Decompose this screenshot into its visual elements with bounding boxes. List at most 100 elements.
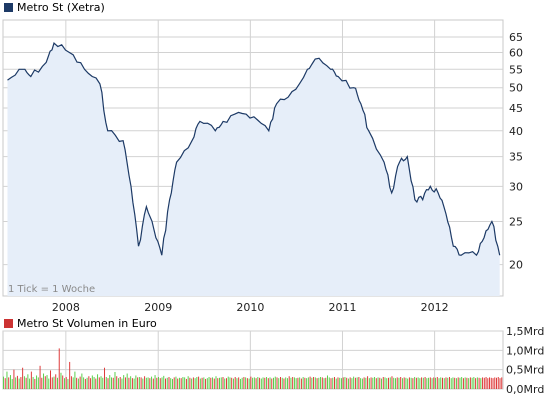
price-y-tick-label: 60 xyxy=(509,47,523,60)
volume-bar xyxy=(445,377,447,389)
volume-bar xyxy=(74,371,76,389)
volume-bar xyxy=(50,370,51,389)
volume-bar xyxy=(497,377,499,389)
price-legend-swatch xyxy=(4,3,13,12)
volume-bar xyxy=(349,377,351,389)
volume-bar xyxy=(226,378,227,389)
volume-bar xyxy=(389,377,391,389)
volume-bar xyxy=(86,377,88,389)
volume-bar xyxy=(274,376,276,389)
volume-bar xyxy=(102,377,104,389)
volume-bar xyxy=(393,377,395,389)
volume-bar xyxy=(142,378,144,389)
volume-bar xyxy=(476,377,478,389)
volume-bar xyxy=(192,377,194,389)
volume-bar xyxy=(234,377,236,389)
volume-bar xyxy=(245,377,247,389)
volume-bar xyxy=(433,377,435,389)
volume-bar xyxy=(280,377,281,389)
volume-bar xyxy=(384,377,386,389)
volume-bar xyxy=(335,378,337,389)
volume-bar xyxy=(414,377,416,389)
volume-bar xyxy=(170,378,172,389)
volume-bar xyxy=(171,378,173,389)
volume-bar xyxy=(44,376,46,389)
volume-bar xyxy=(450,378,452,389)
volume-bar xyxy=(227,376,229,389)
volume-bar xyxy=(133,378,135,389)
volume-bar xyxy=(356,377,358,389)
volume-bar xyxy=(158,377,160,389)
volume-bar xyxy=(39,365,41,389)
volume-bar xyxy=(185,378,187,389)
volume-bar xyxy=(405,377,407,389)
volume-bar xyxy=(448,377,450,389)
volume-bar xyxy=(210,377,212,389)
volume-bar xyxy=(295,378,297,389)
volume-bar xyxy=(145,377,147,389)
volume-bar xyxy=(177,378,179,389)
price-line xyxy=(7,42,501,257)
volume-bar xyxy=(469,377,471,389)
volume-bar xyxy=(316,378,318,389)
volume-bar xyxy=(264,377,266,389)
price-x-tick-label: 2009 xyxy=(144,301,172,314)
volume-bar xyxy=(344,377,346,389)
volume-bar xyxy=(4,378,6,389)
volume-bar xyxy=(447,377,449,389)
volume-bar xyxy=(231,377,233,389)
volume-bar xyxy=(58,348,60,389)
volume-bar xyxy=(178,377,180,389)
volume-bar xyxy=(394,378,396,389)
volume-bar xyxy=(440,377,442,389)
volume-bar xyxy=(443,378,445,389)
volume-bar xyxy=(426,378,428,389)
volume-bar xyxy=(163,375,165,389)
volume-bar xyxy=(57,377,58,389)
volume-bar xyxy=(396,377,398,389)
volume-bar xyxy=(15,377,17,389)
volume-bar xyxy=(442,377,443,389)
volume-bar xyxy=(84,378,86,389)
volume-bar xyxy=(9,375,11,389)
volume-bar xyxy=(361,378,363,389)
volume-bar xyxy=(20,377,22,389)
volume-bar xyxy=(466,377,468,389)
volume-bar xyxy=(248,378,250,389)
volume-bar xyxy=(346,377,348,389)
volume-bar xyxy=(260,378,262,389)
volume-bar xyxy=(97,374,99,389)
volume-bar xyxy=(487,378,489,389)
volume-bar xyxy=(407,378,409,389)
volume-bar xyxy=(252,377,254,389)
volume-bar xyxy=(388,377,389,389)
volume-bar xyxy=(212,377,214,389)
volume-bar xyxy=(400,377,402,389)
volume-y-tick-label: 1,5Mrd xyxy=(506,325,544,338)
price-y-tick-label: 50 xyxy=(509,82,523,95)
volume-bar xyxy=(482,377,484,389)
volume-bar xyxy=(90,378,92,389)
volume-bar xyxy=(60,372,62,389)
volume-bar xyxy=(480,378,482,389)
volume-bar xyxy=(375,378,377,389)
volume-bar xyxy=(330,378,332,389)
volume-bar xyxy=(119,377,121,389)
volume-bar xyxy=(428,377,430,389)
volume-bar xyxy=(165,378,166,389)
volume-bar xyxy=(217,378,219,389)
volume-bar xyxy=(36,375,38,389)
volume-bars xyxy=(3,348,503,389)
volume-bar xyxy=(72,377,74,389)
volume-bar xyxy=(372,377,374,389)
volume-bar xyxy=(403,377,405,389)
volume-bar xyxy=(198,376,200,389)
volume-bar xyxy=(25,377,27,389)
volume-bar xyxy=(3,376,4,389)
volume-bar xyxy=(309,376,311,389)
volume-bar xyxy=(43,373,45,389)
volume-bar xyxy=(454,377,456,389)
volume-bar xyxy=(501,377,503,389)
volume-bar xyxy=(91,375,93,389)
volume-bar xyxy=(408,377,410,389)
